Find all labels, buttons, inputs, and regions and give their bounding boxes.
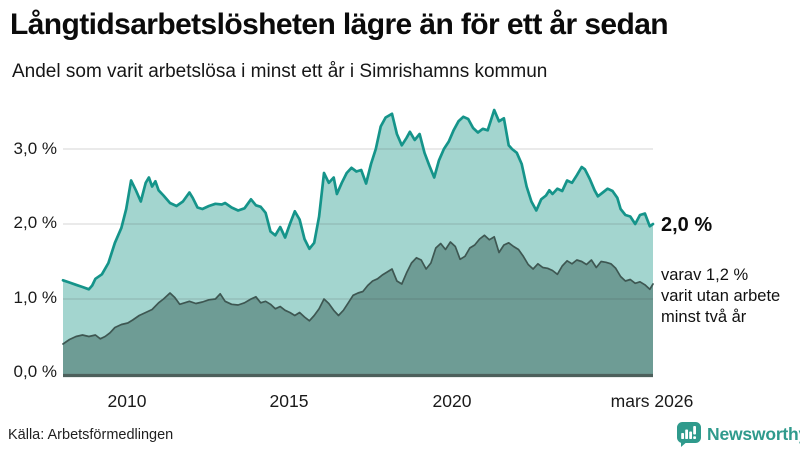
y-tick-2: 2,0 % — [13, 213, 57, 232]
series-area-minst-ett-ar — [63, 110, 653, 374]
source-credit: Källa: Arbetsförmedlingen — [8, 427, 174, 443]
series-line-minst-ett-ar — [61, 108, 655, 291]
x-tick-2010: 2010 — [107, 391, 147, 411]
y-tick-3: 3,0 % — [13, 139, 57, 158]
latest-value-label: 2,0 % — [661, 214, 713, 236]
y-tick-0: 0,0 % — [13, 362, 57, 381]
page-title: Långtidsarbetslösheten lägre än för ett … — [10, 8, 669, 41]
y-tick-1: 1,0 % — [13, 288, 57, 307]
x-tick-2015: 2015 — [269, 391, 309, 411]
x-tick-mars-2026: mars 2026 — [610, 391, 694, 411]
x-tick-2020: 2020 — [432, 391, 472, 411]
newsworthy-bubble-chart-icon — [677, 422, 701, 447]
newsworthy-wordmark: Newsworthy — [707, 424, 800, 444]
series-line-minst-tva-ar — [62, 234, 654, 345]
latest-subvalue-label: varav 1,2 % varit utan arbete minst två … — [661, 266, 781, 326]
series-area-minst-tva-ar — [63, 235, 653, 374]
page-subtitle: Andel som varit arbetslösa i minst ett å… — [12, 61, 548, 82]
newsworthy-logo[interactable]: Newsworthy — [676, 421, 800, 448]
